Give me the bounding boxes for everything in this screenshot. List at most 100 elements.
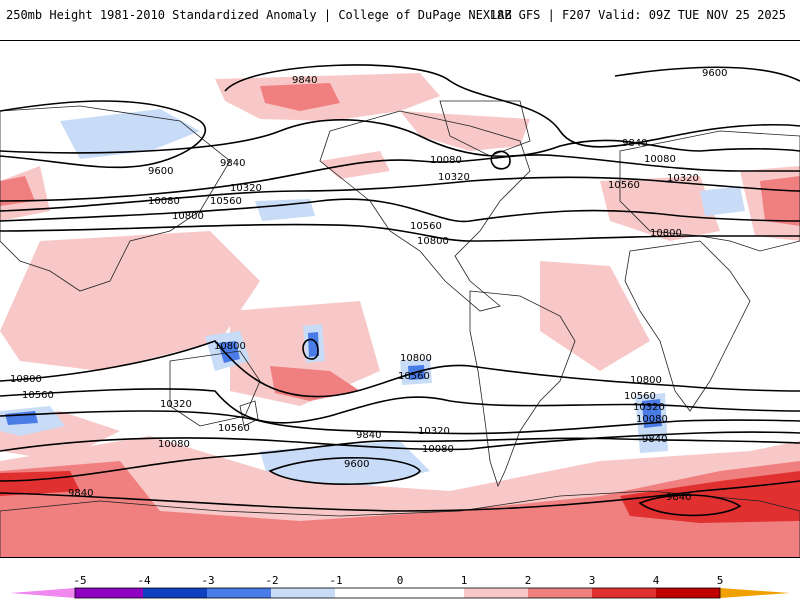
colorbar-tick: -3	[201, 574, 215, 587]
colorbar-tick: -2	[265, 574, 279, 587]
south-america-outline	[469, 290, 576, 488]
anomaly-region	[255, 199, 315, 221]
contour-label: 10560	[210, 196, 242, 207]
map-title: 250mb Height 1981-2010 Standardized Anom…	[6, 8, 512, 22]
contour-label: 10560	[218, 423, 250, 434]
contour-10560-south	[0, 388, 800, 424]
anomaly-region	[760, 176, 800, 226]
contour-label: 10320	[438, 172, 470, 183]
header: 250mb Height 1981-2010 Standardized Anom…	[0, 0, 800, 30]
contour-9840-south	[0, 437, 800, 482]
colorbar-arrow-left	[10, 588, 75, 598]
colorbar-tick: 0	[396, 574, 404, 587]
contour-label: 9840	[666, 492, 691, 503]
anomaly-region	[700, 186, 745, 216]
contour-low-circle-na	[490, 150, 511, 170]
contour-label: 9840	[292, 75, 317, 86]
colorbar-segment	[335, 588, 464, 598]
contour-label: 10800	[214, 341, 246, 352]
north-america-outline	[319, 110, 531, 312]
contour-label: 10080	[158, 439, 190, 450]
contour-label: 10560	[608, 180, 640, 191]
contour-label: 9600	[344, 459, 369, 470]
model-run-info: 18Z GFS | F207 Valid: 09Z TUE NOV 25 202…	[489, 8, 786, 22]
contour-label: 10320	[633, 402, 665, 413]
contour-10800-south	[0, 340, 800, 398]
contour-label: 9840	[68, 488, 93, 499]
colorbar-segment	[464, 588, 528, 598]
colorbar-segment	[528, 588, 592, 598]
anomaly-region	[600, 176, 720, 241]
contour-label: 10320	[230, 183, 262, 194]
colorbar-segment	[75, 588, 143, 598]
contour-label: 10080	[422, 444, 454, 455]
contour-low-circle-pac	[302, 338, 319, 360]
antarctica-outline	[0, 490, 800, 557]
contour-label: 10560	[624, 391, 656, 402]
contour-label: 10080	[636, 414, 668, 425]
anomaly-region	[260, 83, 340, 111]
contour-label: 10320	[667, 173, 699, 184]
contour-9840-antarctic-low	[638, 494, 742, 517]
contour-10320-south	[0, 410, 800, 435]
colorbar-segment	[207, 588, 271, 598]
height-contours	[0, 64, 800, 517]
map-frame: 9840 9600 9600 9840 10320 10080 10560 10…	[0, 40, 800, 558]
contour-9600-north	[614, 66, 800, 82]
colorbar-tick: -4	[137, 574, 151, 587]
contour-label: 10800	[417, 236, 449, 247]
colorbar-tick: 3	[588, 574, 596, 587]
contour-label: 10080	[644, 154, 676, 165]
contour-10080-south	[0, 431, 800, 452]
contour-label: 10800	[650, 228, 682, 239]
contour-9600-asia	[0, 100, 207, 169]
colorbar-graphic	[10, 587, 790, 599]
contour-10080-north	[0, 154, 800, 202]
anomaly-region	[320, 151, 390, 179]
colorbar-segment	[592, 588, 656, 598]
contour-label: 9840	[642, 434, 667, 445]
anomaly-region	[218, 341, 240, 363]
anomaly-map: 9840 9600 9600 9840 10320 10080 10560 10…	[0, 64, 800, 557]
contour-label: 9840	[356, 430, 381, 441]
anomaly-region	[0, 461, 800, 557]
anomaly-region	[60, 109, 200, 159]
contour-label: 10800	[10, 374, 42, 385]
eurasia-outline-west	[0, 105, 231, 292]
contour-label: 10320	[160, 399, 192, 410]
nz-outline	[239, 400, 259, 427]
contour-label: 10080	[148, 196, 180, 207]
anomaly-region	[308, 332, 319, 357]
africa-outline	[624, 240, 751, 412]
contour-label: 10800	[630, 375, 662, 386]
contour-label: 10560	[410, 221, 442, 232]
anomaly-region	[400, 111, 530, 151]
contour-label: 9600	[148, 166, 173, 177]
contour-10320-north	[0, 176, 800, 212]
contour-label: 10800	[400, 353, 432, 364]
contour-label: 9840	[220, 158, 245, 169]
colorbar-tick: 2	[524, 574, 532, 587]
colorbar: -5 -4 -3 -2 -1 0 1 2 3 4 5	[0, 572, 800, 600]
contour-10560-north	[0, 198, 800, 223]
anomaly-region	[642, 399, 662, 428]
colorbar-tick: -5	[73, 574, 87, 587]
anomaly-region	[540, 261, 650, 371]
anomaly-region	[260, 441, 430, 491]
colorbar-tick: -1	[329, 574, 343, 587]
colorbar-tick: 5	[716, 574, 724, 587]
colorbar-tick: 1	[460, 574, 468, 587]
contour-label: 10800	[172, 211, 204, 222]
colorbar-arrow-right	[720, 588, 790, 598]
contour-label: 10080	[430, 155, 462, 166]
anomaly-shading	[0, 73, 800, 557]
contour-label: 10560	[398, 371, 430, 382]
eurasia-outline-east	[619, 130, 800, 252]
colorbar-segment	[656, 588, 720, 598]
colorbar-segment	[143, 588, 207, 598]
contour-labels: 9840 9600 9600 9840 10320 10080 10560 10…	[10, 68, 727, 503]
contour-label: 10560	[22, 390, 54, 401]
contour-9600-south	[268, 457, 421, 485]
contour-10800-north	[0, 223, 800, 242]
anomaly-region	[0, 231, 260, 371]
